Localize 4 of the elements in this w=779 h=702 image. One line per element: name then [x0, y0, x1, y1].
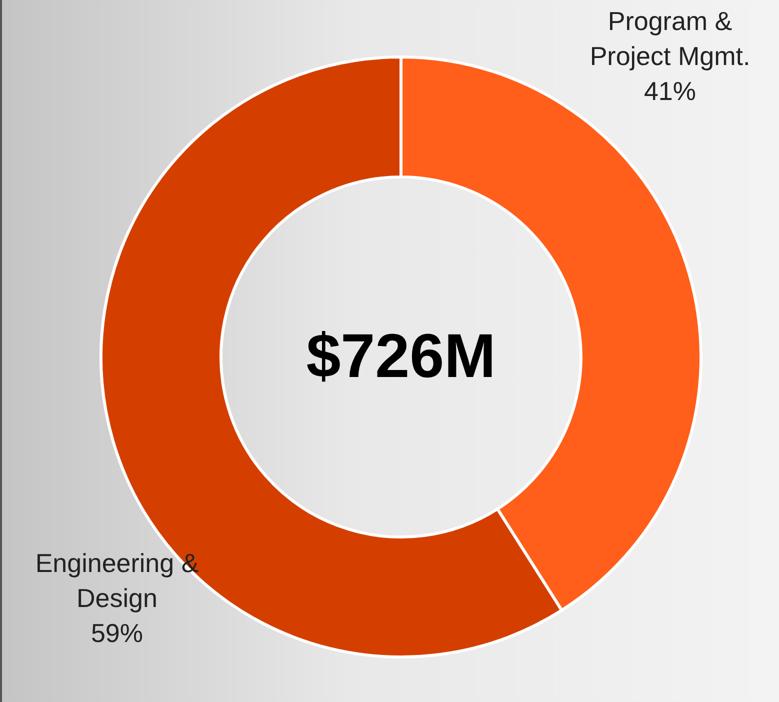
text: $726M [305, 321, 497, 393]
data-label: 41% [644, 76, 696, 106]
slice-label: Program & Project Mgmt. [590, 6, 750, 71]
data-label: 59% [90, 618, 144, 648]
